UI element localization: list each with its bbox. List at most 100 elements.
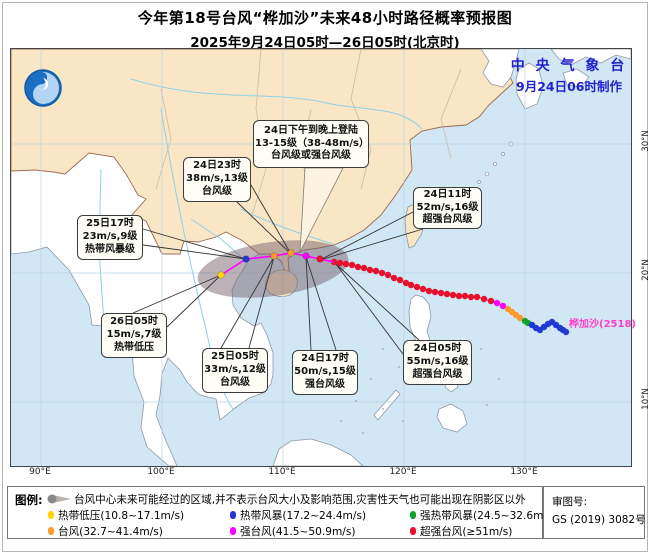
leader-line <box>250 184 292 255</box>
land-japan-honshu <box>550 49 631 66</box>
callout-line: 13-15级（38-48m/s） <box>255 137 369 149</box>
agency-issue-time: 9月24日06时制作 <box>516 79 622 94</box>
lat-tick-20n: 20°N <box>641 259 650 281</box>
history-point <box>467 293 475 301</box>
callout-line: 52m/s,16级 <box>416 201 479 213</box>
ts-dot-icon <box>230 511 236 519</box>
callout-line: 超强台风级 <box>422 214 473 226</box>
leader-line <box>236 201 292 255</box>
history-point <box>516 314 524 322</box>
history-point <box>437 289 445 297</box>
history-point <box>487 297 495 305</box>
callout-t26-05: 26日05时 15m/s,7级 热带低压 <box>101 313 167 358</box>
legend-item-ty: 台风(32.7~41.4m/s) <box>48 523 230 539</box>
land-borneo <box>272 438 364 466</box>
lon-tick-130e: 130°E <box>510 467 538 477</box>
callout-line: 50m/s,15级 <box>294 366 356 378</box>
legend-item-sts: 强热带风暴(24.5~32.6m/s) <box>410 507 557 523</box>
agency-name: 中 央 气 象 台 <box>510 58 628 74</box>
legend-panel: 图例: 台风中心未来可能经过的区域,并不表示台风大小及影响范围,灾害性天气也可能… <box>7 486 557 539</box>
history-point <box>413 283 421 291</box>
callout-t24-11: 24日11时 52m/s,16级 超强台风级 <box>413 187 482 229</box>
leader-line <box>335 263 404 355</box>
cma-logo <box>24 69 62 107</box>
history-point <box>342 260 350 268</box>
legend-items: 热带低压(10.8~17.1m/s) 热带风暴(17.2~24.4m/s) 强热… <box>48 507 557 539</box>
history-point <box>378 269 386 277</box>
storm-name-label: 桦加沙(2518) <box>569 319 636 330</box>
leader-line <box>142 244 247 260</box>
approval-label: 审图号: <box>552 496 588 508</box>
history-point <box>348 261 356 269</box>
lon-tick-90e: 90°E <box>29 467 51 477</box>
history-point <box>455 292 463 300</box>
leader-line <box>248 256 275 349</box>
history-point <box>384 271 392 279</box>
callout-line: 台风级或强台风级 <box>271 150 351 162</box>
history-point <box>336 259 344 267</box>
callout-line: 23m/s,9级 <box>82 231 138 243</box>
leader-line <box>335 263 420 341</box>
callout-line: 55m/s,16级 <box>406 356 469 368</box>
leader-line <box>305 256 337 351</box>
callout-line: 强台风级 <box>305 378 345 390</box>
land-korea <box>480 49 520 88</box>
leader-line <box>319 228 424 261</box>
legend-item-super-ty: 超强台风(≥51m/s) <box>410 523 540 539</box>
callout-layer: 24日下午到晚上登陆 13-15级（38-48m/s） 台风级或强台风级 24日23时… <box>11 49 631 466</box>
forecast-point <box>302 252 310 260</box>
callout-line: 24日23时 <box>193 160 241 172</box>
lon-tick-110e: 110°E <box>268 467 296 477</box>
callout-line: 25日17时 <box>86 218 134 230</box>
history-point <box>443 290 451 298</box>
history-point <box>461 292 469 300</box>
callout-line: 24日17时 <box>301 353 349 365</box>
callout-line: 台风级 <box>202 185 232 197</box>
history-point <box>449 291 457 299</box>
land-japan-kyushu <box>515 62 544 110</box>
forecast-point <box>217 271 225 279</box>
ty-dot-icon <box>48 527 54 535</box>
history-point <box>396 276 404 284</box>
approval-number: GS (2019) 3082号 <box>552 514 646 526</box>
track-overlay <box>132 167 570 355</box>
leader-line <box>166 274 222 328</box>
history-point <box>390 274 398 282</box>
legend-item-ts: 热带风暴(17.2~24.4m/s) <box>230 507 410 523</box>
callout-t24-23: 24日23时 38m/s,13级 台风级 <box>183 157 251 202</box>
callout-t24-17: 24日17时 50m/s,15级 强台风级 <box>292 350 358 395</box>
history-point <box>354 263 362 271</box>
callout-line: 25日05时 <box>211 351 259 363</box>
leader-line <box>319 211 414 261</box>
forecast-point <box>270 252 278 260</box>
td-dot-icon <box>48 511 54 519</box>
callout-line: 台风级 <box>220 376 250 388</box>
history-point <box>425 287 433 295</box>
history-point <box>402 279 410 287</box>
forecast-point <box>287 249 295 257</box>
history-point <box>480 295 488 303</box>
callout-line: 33m/s,12级 <box>204 364 266 376</box>
super-ty-dot-icon <box>410 527 416 535</box>
callout-line: 24日下午到晚上登陆 <box>264 124 358 136</box>
history-point <box>407 281 415 289</box>
history-point <box>372 267 380 275</box>
forecast-point <box>316 255 324 263</box>
map-approval-panel: 审图号: GS (2019) 3082号 <box>543 486 646 539</box>
callout-line: 热带风暴级 <box>85 243 135 255</box>
leader-line <box>132 274 222 314</box>
probability-cone <box>197 240 349 298</box>
callout-line: 24日05时 <box>413 343 462 355</box>
callout-line: 26日05时 <box>110 316 158 328</box>
history-point <box>499 302 507 310</box>
callout-line: 热带低压 <box>114 341 154 353</box>
legend-item-sty: 强台风(41.5~50.9m/s) <box>230 523 410 539</box>
lat-tick-30n: 30°N <box>641 130 650 152</box>
title-line2: 2025年9月24日05时—26日05时(北京时) <box>190 35 460 51</box>
title-line1: 今年第18号台风“桦加沙”未来48小时路径概率预报图 <box>137 9 513 27</box>
leader-line <box>220 256 275 349</box>
callout-line: 24日11时 <box>423 188 472 200</box>
history-point <box>360 264 368 272</box>
land-mindanao <box>436 403 468 433</box>
callout-line: 超强台风级 <box>412 368 463 380</box>
